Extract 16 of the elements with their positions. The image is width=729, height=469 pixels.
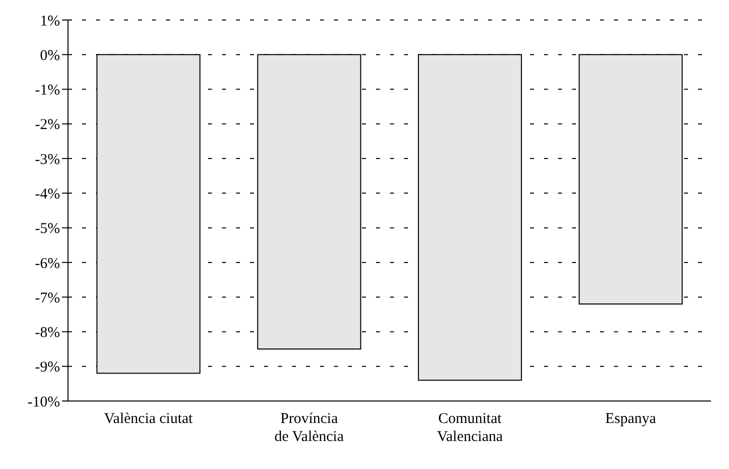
y-tick-label: -10% [28, 394, 60, 410]
y-tick-label: -3% [35, 152, 60, 168]
y-tick-label: -1% [35, 82, 60, 99]
x-tick-label: Província de València [274, 411, 344, 445]
y-tick-label: -9% [35, 360, 60, 376]
y-tick-label: -2% [35, 117, 60, 134]
x-tick-label: Espanya [605, 411, 656, 427]
y-tick-label: -5% [35, 221, 60, 238]
y-tick-label: -8% [35, 325, 60, 342]
y-tick-label: -7% [35, 290, 60, 306]
x-tick-label: València ciutat [104, 411, 194, 427]
y-tick-label: 1% [40, 13, 60, 30]
x-tick-label: Comunitat Valenciana [436, 411, 504, 445]
y-tick-label: 0% [40, 48, 60, 64]
y-tick-label: -4% [35, 186, 60, 203]
y-tick-label: -6% [35, 256, 60, 272]
